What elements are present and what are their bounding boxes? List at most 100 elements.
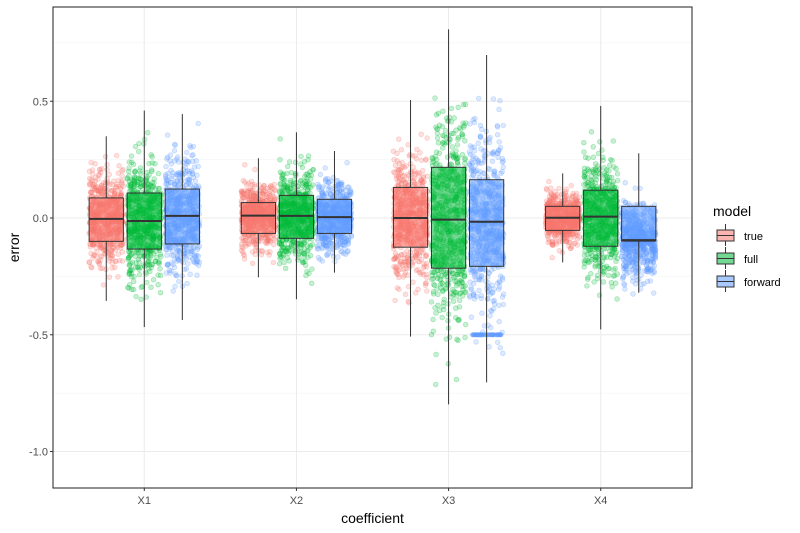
data-point bbox=[428, 299, 435, 305]
data-point bbox=[266, 191, 272, 197]
data-point bbox=[91, 252, 98, 258]
data-point bbox=[163, 163, 169, 170]
data-point bbox=[251, 241, 258, 247]
data-point bbox=[251, 183, 258, 190]
data-point bbox=[271, 237, 278, 243]
data-point bbox=[566, 239, 572, 246]
data-point bbox=[441, 141, 447, 147]
data-point bbox=[93, 253, 99, 259]
data-point bbox=[115, 274, 121, 280]
data-point bbox=[238, 247, 245, 254]
data-point bbox=[104, 167, 110, 173]
data-point bbox=[434, 286, 440, 292]
data-point bbox=[392, 170, 398, 176]
data-point bbox=[581, 149, 587, 155]
data-point bbox=[392, 162, 399, 169]
data-point bbox=[131, 178, 138, 184]
data-point bbox=[601, 264, 607, 270]
data-point bbox=[145, 130, 151, 136]
data-point bbox=[136, 271, 143, 278]
data-point bbox=[112, 264, 118, 271]
data-point bbox=[95, 172, 102, 178]
data-point bbox=[148, 264, 155, 270]
data-point bbox=[112, 258, 118, 264]
data-point bbox=[98, 243, 104, 249]
data-point bbox=[87, 189, 94, 195]
data-point bbox=[126, 285, 132, 291]
data-point bbox=[239, 235, 245, 241]
data-point bbox=[89, 178, 96, 184]
data-point bbox=[241, 252, 248, 259]
data-point bbox=[432, 95, 438, 101]
data-point bbox=[259, 247, 265, 254]
data-point bbox=[253, 233, 259, 240]
data-point bbox=[589, 252, 595, 259]
data-point bbox=[124, 175, 131, 181]
data-point bbox=[269, 190, 276, 196]
data-point bbox=[109, 255, 115, 262]
data-point bbox=[573, 190, 580, 197]
data-point bbox=[95, 188, 101, 194]
data-point bbox=[298, 161, 304, 167]
data-point bbox=[300, 188, 307, 195]
data-point bbox=[397, 167, 403, 173]
data-point bbox=[120, 167, 126, 173]
data-point bbox=[87, 181, 93, 187]
data-point bbox=[276, 261, 283, 267]
data-point bbox=[87, 180, 93, 186]
data-point bbox=[267, 188, 273, 195]
data-point bbox=[411, 168, 418, 174]
data-point bbox=[396, 136, 402, 142]
data-point bbox=[571, 200, 577, 206]
data-point bbox=[102, 179, 109, 186]
data-point bbox=[111, 191, 118, 197]
data-point bbox=[125, 168, 132, 175]
data-point bbox=[106, 258, 113, 264]
data-point bbox=[550, 196, 557, 202]
data-point bbox=[116, 191, 122, 197]
data-point bbox=[250, 193, 257, 199]
data-point bbox=[277, 181, 283, 187]
data-point bbox=[244, 193, 251, 199]
data-point bbox=[109, 181, 116, 188]
data-point bbox=[240, 195, 246, 201]
data-point bbox=[246, 195, 252, 201]
data-point bbox=[138, 184, 144, 190]
data-point bbox=[265, 236, 272, 242]
data-point bbox=[412, 153, 418, 159]
data-point bbox=[399, 177, 405, 183]
data-point bbox=[97, 187, 103, 193]
data-point bbox=[241, 191, 248, 198]
data-point bbox=[244, 189, 251, 195]
data-point bbox=[92, 174, 99, 181]
data-point bbox=[97, 253, 104, 259]
data-point bbox=[412, 253, 419, 259]
data-point bbox=[90, 171, 96, 177]
data-point bbox=[267, 239, 274, 245]
data-point bbox=[592, 257, 598, 263]
data-point bbox=[411, 181, 417, 187]
data-point bbox=[614, 177, 621, 184]
data-point bbox=[272, 196, 278, 202]
data-point bbox=[92, 186, 98, 192]
data-point bbox=[455, 317, 461, 323]
data-point bbox=[281, 259, 287, 266]
data-point bbox=[405, 142, 411, 148]
data-point bbox=[111, 191, 118, 197]
data-point bbox=[107, 181, 113, 187]
data-point bbox=[461, 124, 467, 130]
data-point bbox=[304, 268, 310, 275]
data-point bbox=[111, 178, 117, 184]
data-point bbox=[600, 279, 607, 285]
data-point bbox=[97, 245, 104, 251]
data-point bbox=[95, 187, 102, 194]
data-point bbox=[94, 249, 100, 255]
data-point bbox=[115, 251, 122, 257]
data-point bbox=[99, 185, 105, 192]
data-point bbox=[394, 285, 400, 291]
data-point bbox=[608, 251, 615, 258]
data-point bbox=[456, 297, 463, 304]
data-point bbox=[136, 140, 142, 147]
data-point bbox=[98, 242, 104, 248]
data-point bbox=[433, 351, 439, 358]
